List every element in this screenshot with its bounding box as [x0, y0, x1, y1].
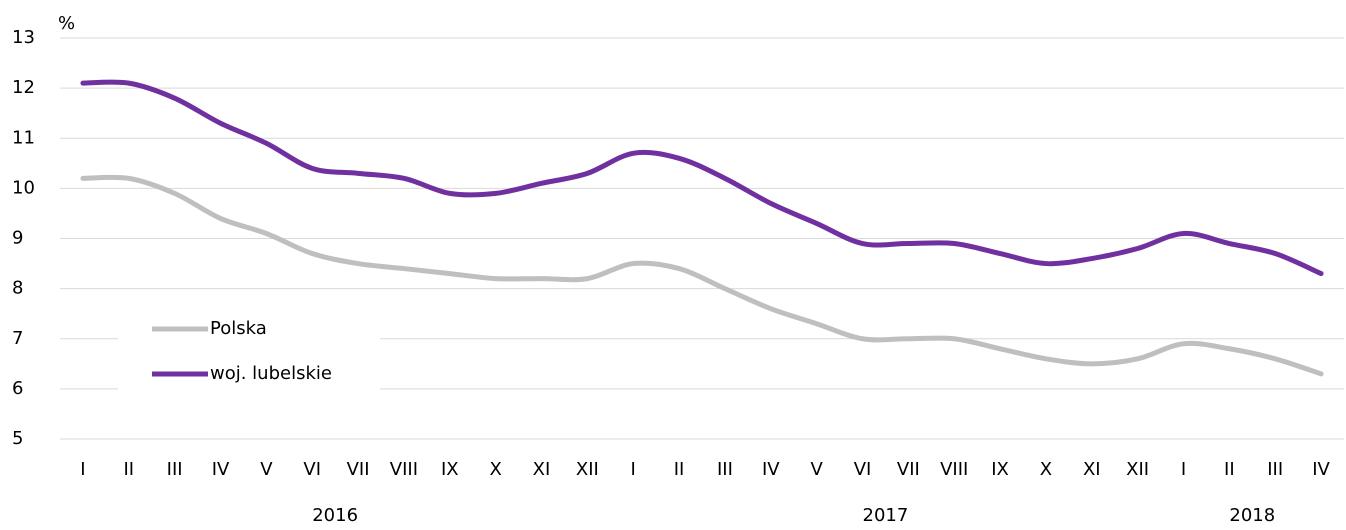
x-tick-label: V: [260, 459, 273, 480]
year-label: 2018: [1229, 505, 1275, 526]
x-tick-label: VI: [303, 459, 321, 480]
y-tick-label: 6: [12, 378, 23, 399]
year-label: 2016: [312, 505, 358, 526]
x-tick-label: IX: [991, 459, 1009, 480]
y-tick-label: 9: [12, 228, 23, 249]
y-unit: %: [58, 13, 75, 34]
y-tick-label: 7: [12, 328, 23, 349]
x-tick-label: XII: [576, 459, 599, 480]
x-tick-label: X: [1040, 459, 1052, 480]
x-tick-label: IV: [1312, 459, 1330, 480]
x-tick-label: I: [80, 459, 85, 480]
x-tick-label: XI: [533, 459, 551, 480]
year-label: 2017: [863, 505, 909, 526]
x-tick-label: I: [1181, 459, 1186, 480]
line: [80, 79, 1324, 277]
x-tick-label: III: [717, 459, 733, 480]
x-tick-label: VII: [347, 459, 370, 480]
x-tick-label: II: [674, 459, 685, 480]
y-tick-label: 8: [12, 278, 23, 299]
x-tick-label: VII: [897, 459, 920, 480]
legend-label: Polska: [210, 318, 267, 339]
y-tick-label: 11: [12, 127, 35, 148]
x-tick-label: VIII: [940, 459, 968, 480]
legend-label: woj. lubelskie: [210, 363, 332, 384]
x-tick-label: XI: [1083, 459, 1101, 480]
x-tick-label: III: [167, 459, 183, 480]
y-tick-label: 5: [12, 428, 23, 449]
x-tick-label: II: [1224, 459, 1235, 480]
y-tick-label: 10: [12, 177, 35, 198]
line: [80, 174, 1324, 377]
x-tick-label: V: [810, 459, 823, 480]
x-tick-label: I: [631, 459, 636, 480]
y-tick-label: 12: [12, 77, 35, 98]
x-tick-label: VIII: [390, 459, 418, 480]
x-tick-label: IV: [762, 459, 780, 480]
x-tick-label: VI: [854, 459, 872, 480]
x-tick-label: IX: [441, 459, 459, 480]
x-tick-label: X: [489, 459, 501, 480]
x-tick-label: II: [123, 459, 134, 480]
y-tick-label: 13: [12, 27, 35, 48]
x-tick-label: IV: [212, 459, 230, 480]
x-tick-label: XII: [1126, 459, 1149, 480]
legend-box: [118, 306, 380, 398]
x-tick-label: III: [1267, 459, 1283, 480]
